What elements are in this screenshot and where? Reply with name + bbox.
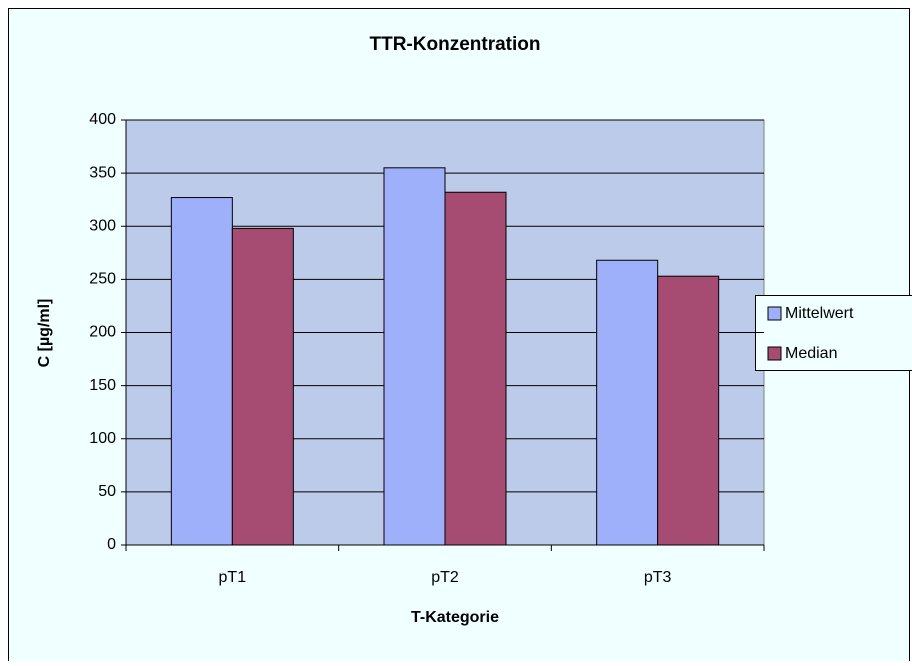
bar [658,276,719,545]
x-axis-label: T-Kategorie [411,609,499,626]
x-tick-label: pT3 [644,569,672,586]
bar [171,198,232,545]
bar [445,192,506,545]
y-tick-label: 250 [89,271,116,288]
legend-label: Median [785,345,837,362]
y-tick-label: 50 [98,483,116,500]
y-axis-label: C [µg/ml] [36,299,53,368]
y-tick-label: 200 [89,324,116,341]
bar [597,260,658,545]
bar [232,228,293,545]
x-tick-label: pT2 [431,569,459,586]
chart-title: TTR-Konzentration [370,34,541,55]
legend-swatch [768,307,781,320]
y-tick-label: 150 [89,377,116,394]
y-tick-label: 350 [89,164,116,181]
legend-label: Mittelwert [785,305,854,322]
y-tick-label: 0 [107,536,116,553]
bar [384,168,445,545]
y-tick-label: 100 [89,430,116,447]
x-tick-label: pT1 [219,569,247,586]
y-tick-label: 400 [89,111,116,128]
legend-swatch [768,347,781,360]
y-tick-label: 300 [89,217,116,234]
